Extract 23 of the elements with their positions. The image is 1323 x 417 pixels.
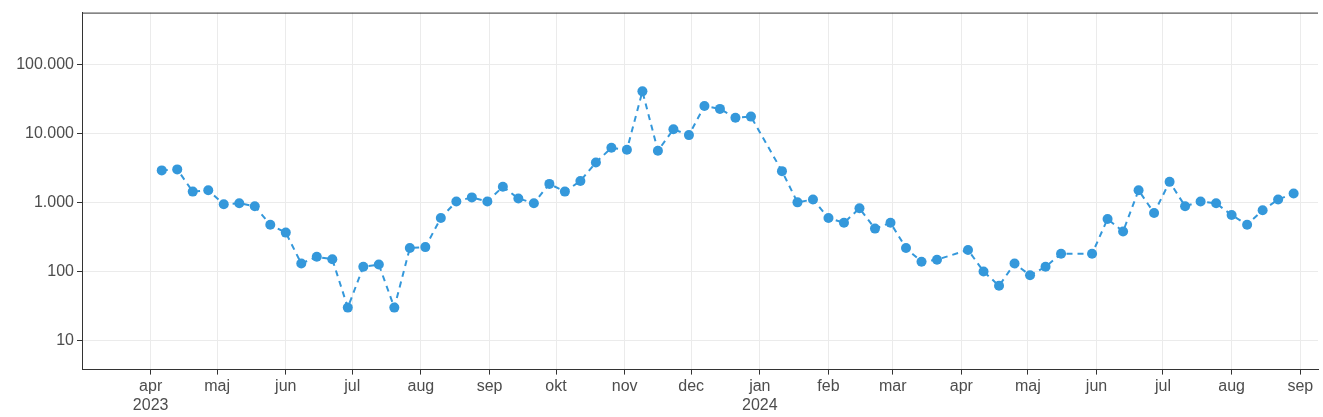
x-tick-label: jun	[1084, 376, 1108, 394]
x-tick-label: sep	[476, 376, 503, 394]
x-tick-label: apr 2023	[132, 376, 169, 413]
x-tick-label: sep	[1287, 376, 1314, 394]
y-tick-label: 10.000	[25, 123, 75, 141]
x-tick-label: maj	[1014, 376, 1041, 394]
x-tick-label: aug	[1218, 376, 1245, 394]
x-tick-label: okt	[545, 376, 568, 394]
x-tick-label: jul	[1153, 376, 1171, 394]
x-tick-label: feb	[817, 376, 840, 394]
x-tick-label: apr	[949, 376, 974, 394]
x-tick-label: jun	[274, 376, 297, 394]
x-tick-label: jan 2024	[742, 376, 778, 413]
y-tick-label: 10	[56, 330, 75, 348]
y-tick-label: 100.000	[16, 54, 75, 72]
x-tick-label: dec	[678, 376, 705, 394]
x-tick-label: maj	[204, 376, 231, 394]
x-tick-label: mar	[878, 376, 908, 394]
y-tick-label: 1.000	[33, 192, 75, 210]
y-tick-label: 100	[47, 261, 75, 279]
x-tick-label: jul	[343, 376, 361, 394]
x-tick-label: aug	[407, 376, 435, 394]
x-tick-label: nov	[611, 376, 638, 394]
